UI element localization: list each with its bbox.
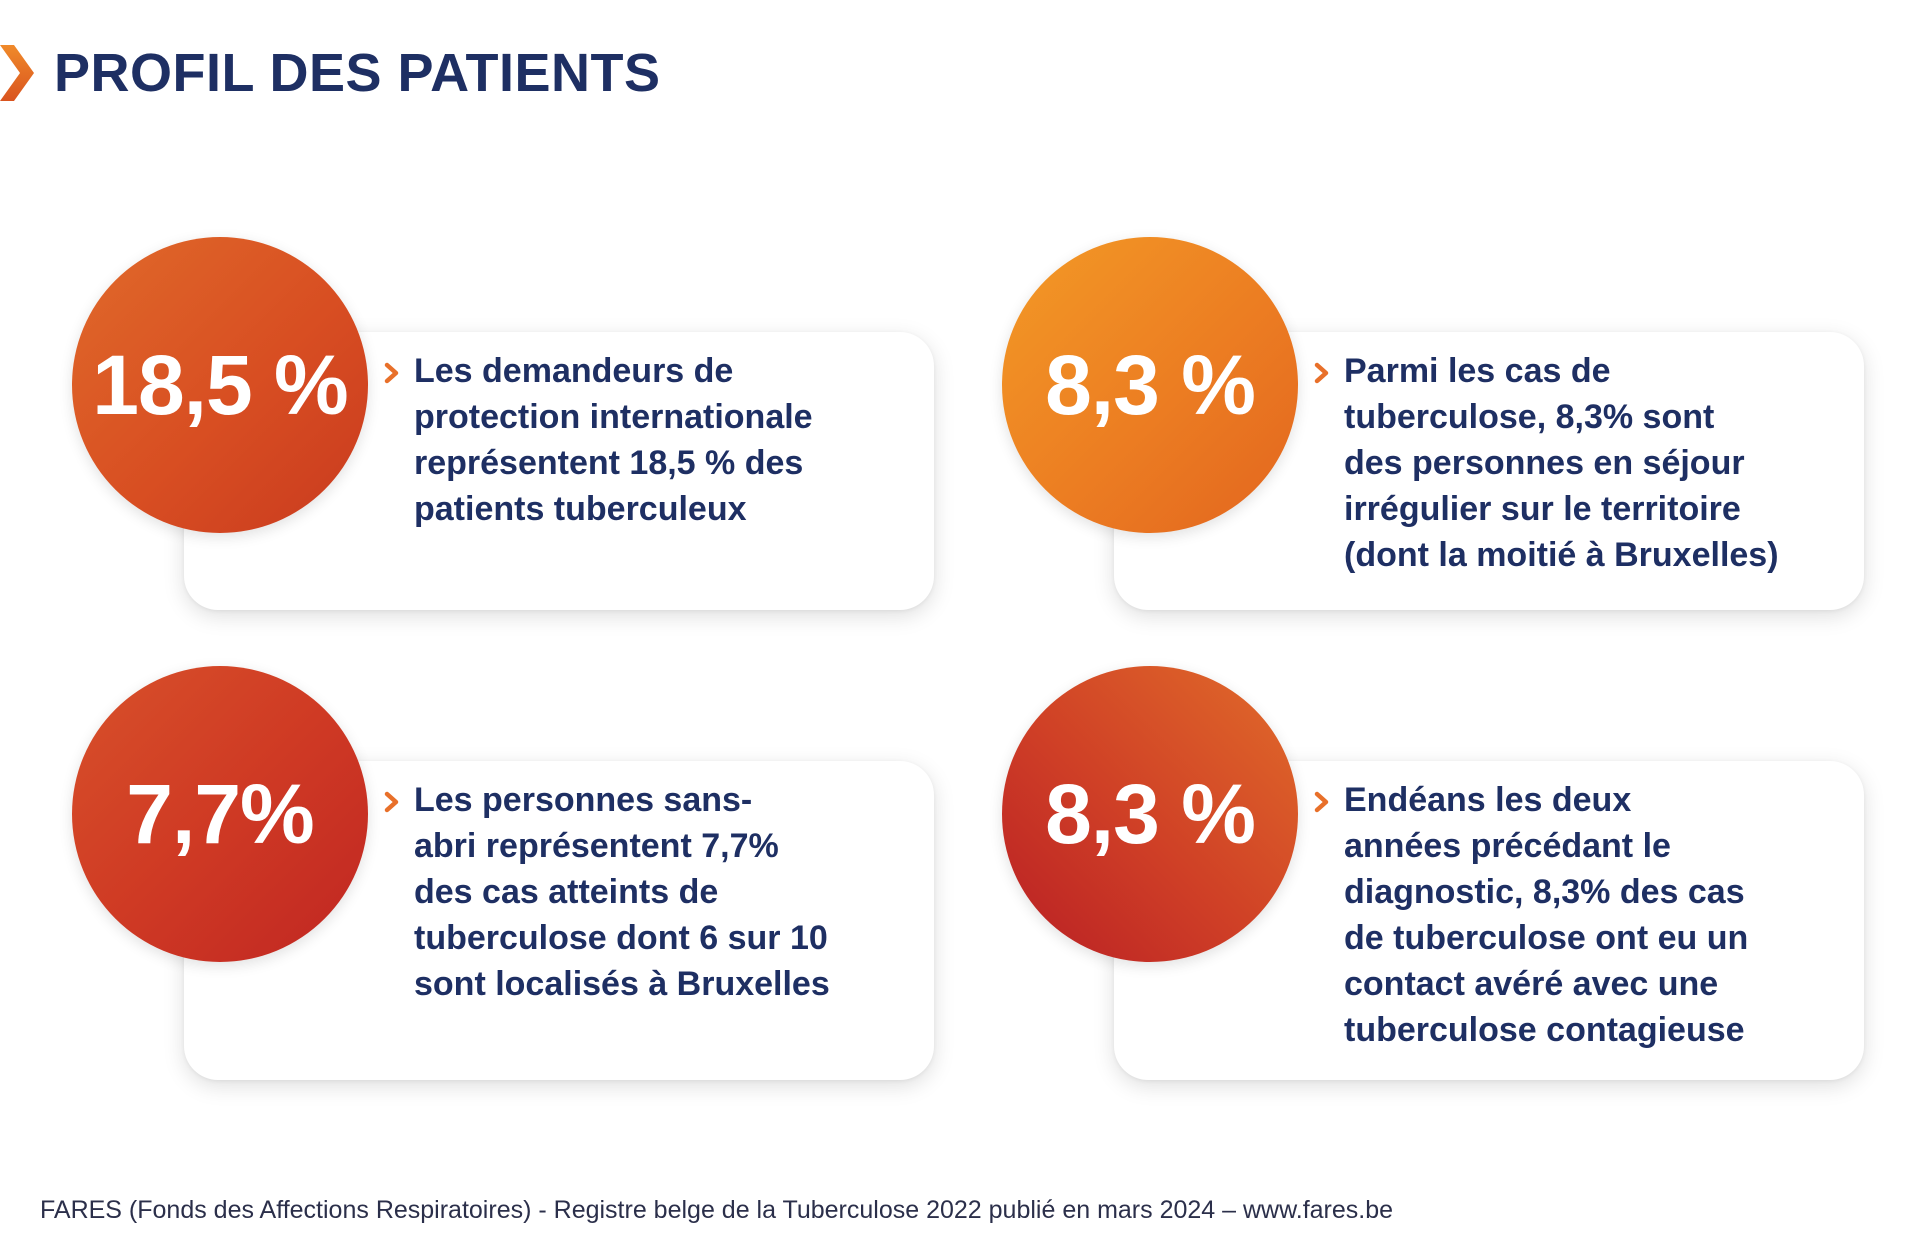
chevron-right-icon: [384, 791, 399, 813]
description-line: tuberculose contagieuse: [1344, 1011, 1745, 1049]
stat-value-circle: 18,5 %: [72, 237, 368, 533]
description-line: Les personnes sans-: [414, 781, 753, 819]
description-line: représentent 18,5 % des: [414, 444, 804, 482]
chevron-right-icon: [384, 362, 399, 384]
chevron-right-icon: [1314, 362, 1329, 384]
description-line: Parmi les cas de: [1344, 352, 1611, 390]
description-line: Les demandeurs de: [414, 352, 734, 390]
description-line: irrégulier sur le territoire: [1344, 490, 1741, 528]
chevron-right-icon: [1314, 791, 1329, 813]
stat-value-circle: 8,3 %: [1002, 237, 1298, 533]
description-line: de tuberculose ont eu un: [1344, 919, 1749, 957]
description-line: Endéans les deux: [1344, 781, 1632, 819]
stat-description: Les demandeurs de protection internation…: [414, 348, 813, 532]
description-line: années précédant le: [1344, 827, 1671, 865]
page-title: PROFIL DES PATIENTS: [54, 43, 661, 103]
description-line: tuberculose dont 6 sur 10: [414, 919, 828, 957]
stat-description: Endéans les deux années précédant le dia…: [1344, 777, 1748, 1053]
stat-description: Parmi les cas de tuberculose, 8,3% sont …: [1344, 348, 1779, 578]
chevron-right-icon: [0, 45, 34, 101]
description-line: tuberculose, 8,3% sont: [1344, 398, 1715, 436]
description-line: sont localisés à Bruxelles: [414, 965, 830, 1003]
description-line: contact avéré avec une: [1344, 965, 1719, 1003]
description-line: des cas atteints de: [414, 873, 719, 911]
stat-value-circle: 8,3 %: [1002, 666, 1298, 962]
description-line: diagnostic, 8,3% des cas: [1344, 873, 1745, 911]
stat-value-circle: 7,7%: [72, 666, 368, 962]
description-line: (dont la moitié à Bruxelles): [1344, 536, 1779, 574]
description-line: abri représentent 7,7%: [414, 827, 779, 865]
stat-description: Les personnes sans- abri représentent 7,…: [414, 777, 830, 1007]
description-line: des personnes en séjour: [1344, 444, 1745, 482]
source-footer: FARES (Fonds des Affections Respiratoire…: [40, 1196, 1394, 1224]
description-line: patients tuberculeux: [414, 490, 747, 528]
description-line: protection internationale: [414, 398, 813, 436]
